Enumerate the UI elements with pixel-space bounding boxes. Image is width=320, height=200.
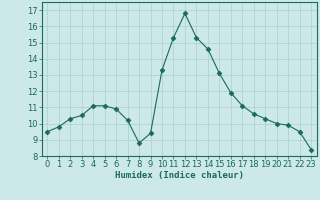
X-axis label: Humidex (Indice chaleur): Humidex (Indice chaleur) bbox=[115, 171, 244, 180]
